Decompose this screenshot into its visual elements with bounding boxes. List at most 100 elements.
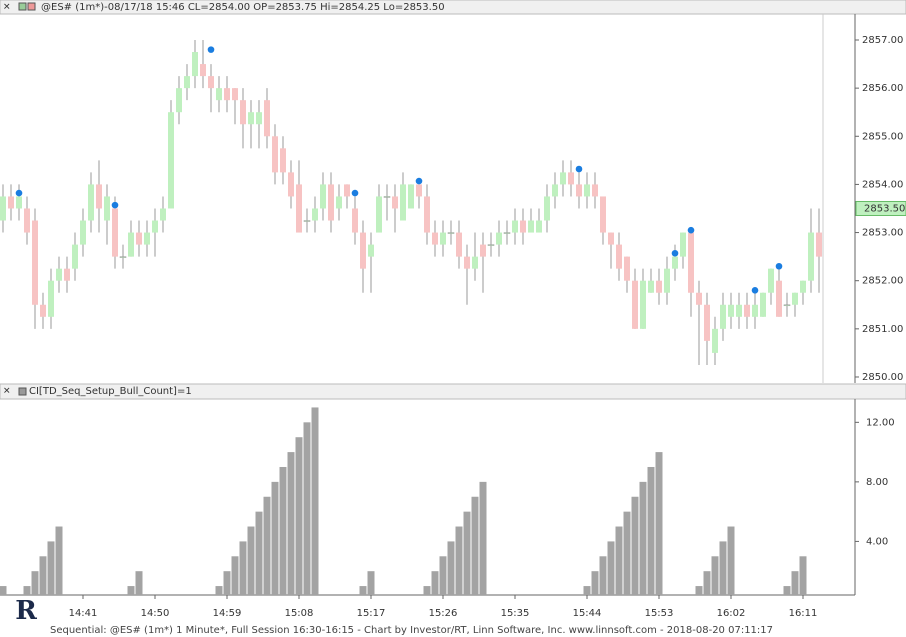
y-tick-label: 12.00 — [866, 417, 895, 428]
candle-body — [360, 232, 366, 269]
price-title: @ES# (1m*)-08/17/18 15:46 CL=2854.00 OP=… — [41, 2, 445, 13]
candle-body — [408, 184, 414, 209]
candle-body — [32, 220, 38, 305]
candle-body — [688, 232, 694, 293]
logo-text: R — [15, 596, 37, 626]
close-icon[interactable]: ✕ — [3, 3, 11, 13]
candle-body — [368, 244, 374, 257]
bar — [455, 526, 463, 595]
legend-down — [27, 2, 36, 11]
candle-body — [0, 196, 6, 221]
bar — [55, 526, 63, 595]
bar — [463, 511, 471, 595]
candle-body — [760, 292, 766, 317]
setup-marker — [775, 262, 783, 270]
setup-marker — [575, 165, 583, 173]
candle-body — [528, 220, 534, 233]
candle-body — [152, 220, 158, 233]
indicator-title: CI[TD_Seq_Setup_Bull_Count]=1 — [29, 386, 192, 397]
candle-body — [536, 220, 542, 233]
bar — [247, 526, 255, 595]
candle-body — [632, 280, 638, 329]
bar — [359, 586, 367, 595]
candle-body — [119, 256, 127, 258]
x-tick-label: 14:59 — [213, 608, 242, 619]
candle-body — [624, 256, 630, 281]
bar — [583, 586, 591, 595]
candle-body — [208, 76, 214, 89]
candle-body — [503, 232, 511, 234]
candle-body — [783, 304, 791, 307]
bar — [447, 541, 455, 595]
footer: Sequential: @ES# (1m*) 1 Minute*, Full S… — [50, 625, 773, 636]
y-tick-label: 2851.00 — [862, 324, 903, 335]
candle-body — [8, 196, 14, 209]
candle-body — [128, 232, 134, 257]
bar — [127, 586, 135, 595]
candle-body — [520, 220, 526, 233]
candle-body — [88, 184, 94, 221]
candle-body — [720, 304, 726, 329]
candle-body — [40, 304, 46, 317]
candle-body — [664, 268, 670, 293]
y-tick-label: 2854.00 — [862, 179, 903, 190]
bar — [479, 481, 487, 595]
candle-body — [56, 268, 62, 281]
bar — [591, 571, 599, 595]
candle-body — [216, 88, 222, 101]
x-tick-label: 16:02 — [717, 608, 746, 619]
candle-body — [256, 112, 262, 125]
candle-body — [80, 220, 86, 245]
bar — [623, 511, 631, 595]
candle-body — [584, 184, 590, 197]
candle-body — [383, 196, 391, 198]
setup-marker — [687, 226, 695, 234]
candle-body — [640, 280, 646, 329]
bar — [711, 556, 719, 595]
candle-body — [72, 244, 78, 269]
candle-body — [576, 184, 582, 197]
candle-body — [48, 280, 54, 317]
bar — [471, 496, 479, 595]
candle-body — [168, 112, 174, 209]
logo: R — [15, 596, 37, 626]
candle-body — [264, 100, 270, 137]
x-tick-label: 15:17 — [357, 608, 386, 619]
bar — [695, 586, 703, 595]
candle-body — [352, 208, 358, 233]
candle-body — [160, 208, 166, 221]
bar — [783, 586, 791, 595]
bar — [727, 526, 735, 595]
bar — [799, 556, 807, 595]
last-price-box — [855, 200, 906, 216]
x-tick-label: 15:53 — [645, 608, 674, 619]
x-tick-label: 15:08 — [285, 608, 314, 619]
y-tick-label: 2853.00 — [862, 228, 903, 239]
y-tick-label: 4.00 — [866, 536, 888, 547]
candle-body — [320, 184, 326, 209]
candle-body — [656, 280, 662, 293]
y-tick-label: 2857.00 — [862, 35, 903, 46]
bar — [655, 452, 663, 595]
bar — [311, 407, 319, 595]
last-price-label: 2853.50 — [864, 203, 905, 214]
close-icon[interactable]: ✕ — [3, 387, 11, 397]
bar — [255, 511, 263, 595]
bar — [39, 556, 47, 595]
price-header — [0, 0, 906, 15]
candle-body — [16, 196, 22, 209]
legend-up — [18, 2, 27, 11]
bar — [239, 541, 247, 595]
y-tick-label: 2850.00 — [862, 372, 903, 383]
candle-body — [808, 232, 814, 281]
bar — [271, 481, 279, 595]
bar — [287, 452, 295, 595]
bar — [263, 496, 271, 595]
candle-body — [184, 76, 190, 89]
candle-body — [776, 280, 782, 317]
candle-body — [424, 196, 430, 233]
candle-body — [792, 292, 798, 305]
candle-body — [392, 196, 398, 209]
candle-body — [248, 112, 254, 125]
bar — [791, 571, 799, 595]
